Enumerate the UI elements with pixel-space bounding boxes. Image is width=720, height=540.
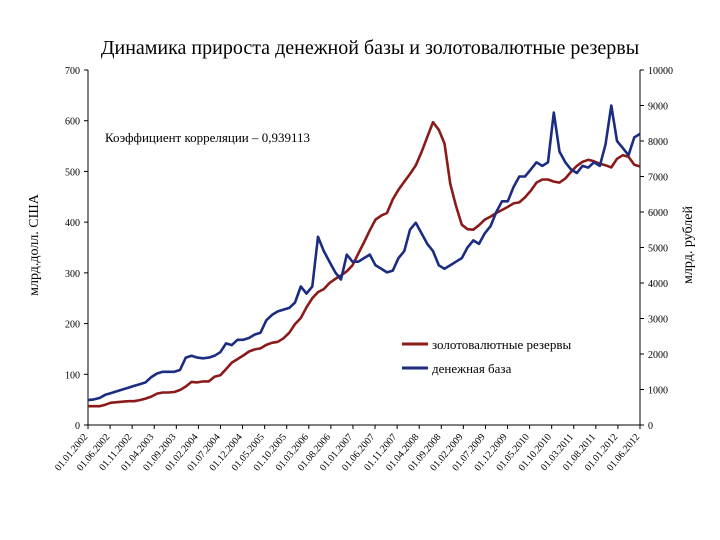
chart-title: Динамика прироста денежной базы и золото… <box>101 37 639 59</box>
y-left-tick-label: 700 <box>65 66 80 77</box>
legend-label-reserves: золотовалютные резервы <box>432 337 571 352</box>
y-right-tick-label: 9000 <box>648 102 668 113</box>
y-axis-right-ticks: 0 1000 2000 3000 4000 5000 6000 7000 8000 9000 100… <box>640 66 673 432</box>
y-axis-left-ticks: 0 100 200 300 400 500 600 700 <box>65 66 88 432</box>
correlation-annotation: Коэффициент корреляции – 0,939113 <box>105 130 310 145</box>
y-left-tick-label: 400 <box>65 218 80 229</box>
legend-label-money-base: денежная база <box>432 361 512 376</box>
series-line-money-base <box>87 104 641 402</box>
y-left-tick-label: 600 <box>65 117 80 128</box>
legend: золотовалютные резервы денежная база <box>398 329 613 379</box>
y-right-tick-label: 8000 <box>648 137 668 148</box>
y-right-tick-label: 10000 <box>648 66 673 77</box>
y-right-tick-label: 1000 <box>648 386 668 397</box>
series-line-reserves <box>88 120 641 408</box>
y-right-tick-label: 3000 <box>648 315 668 326</box>
x-axis-ticks: 01.01.200201.06.200201.11.200201.04.2003… <box>53 425 642 473</box>
y-right-tick-label: 6000 <box>648 208 668 219</box>
y-left-tick-label: 300 <box>65 269 80 280</box>
y-left-tick-label: 100 <box>65 370 80 381</box>
y-right-tick-label: 7000 <box>648 173 668 184</box>
y-axis-left-label: млрд.долл. США <box>27 193 42 296</box>
y-right-tick-label: 5000 <box>648 244 668 255</box>
y-left-tick-label: 500 <box>65 167 80 178</box>
y-right-tick-label: 4000 <box>648 279 668 290</box>
y-right-tick-label: 0 <box>648 421 653 432</box>
y-left-tick-label: 0 <box>75 421 80 432</box>
legend-box <box>398 329 613 379</box>
y-right-tick-label: 2000 <box>648 350 668 361</box>
series-layer <box>87 104 641 408</box>
y-left-tick-label: 200 <box>65 320 80 331</box>
y-axis-right-label: млрд. рублей <box>681 206 696 284</box>
